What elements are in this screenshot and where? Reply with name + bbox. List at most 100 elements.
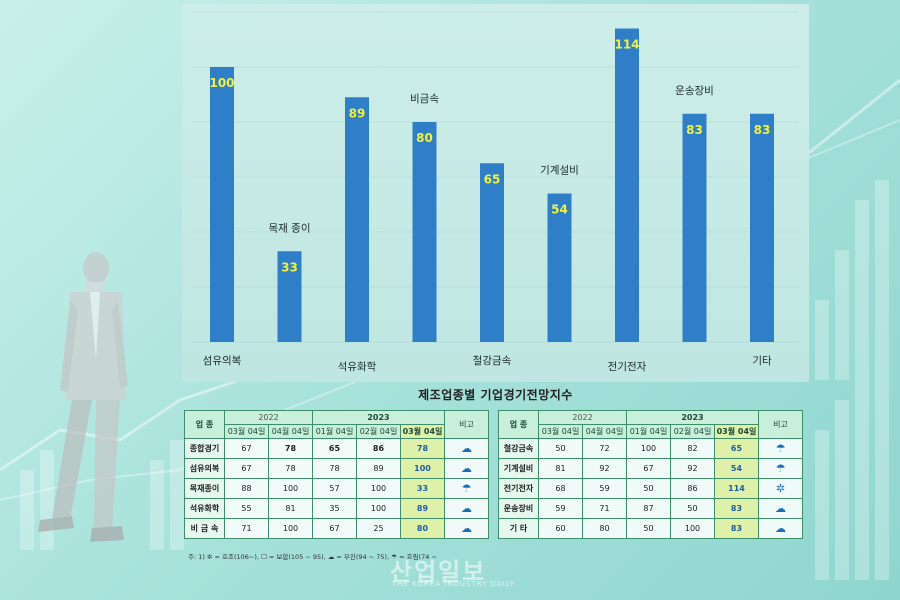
cloud-icon: ☁ (775, 502, 786, 515)
table-cell: 60 (538, 518, 583, 539)
table-cell: 100 (356, 478, 401, 499)
table-cell: 33 (400, 478, 445, 499)
index-table-left: 업 종 2022 2023 비고 03월 04일 04월 04일 01월 04일 02… (184, 410, 489, 539)
table-title: 제조업종별 기업경기전망지수 (418, 388, 573, 402)
table-cell: 50 (670, 498, 715, 519)
weather-icon-cell: ☂ (758, 438, 803, 459)
table-row: 목재종이 88 100 57 100 33 ☂ (184, 478, 489, 499)
row-category: 철강금속 (498, 438, 539, 459)
table-cell: 92 (670, 458, 715, 479)
table-cell: 59 (538, 498, 583, 519)
header-month: 01월 04일 (626, 424, 671, 439)
header-year-2022: 2022 (538, 410, 627, 425)
category-label: 기계설비 (540, 165, 579, 177)
header-category: 업 종 (498, 410, 539, 439)
table-cell: 59 (582, 478, 627, 499)
table-row: 전기전자 68 59 50 86 114 ✲ (498, 478, 803, 499)
bar (345, 97, 369, 342)
bar (210, 67, 234, 342)
umbrella-icon: ☂ (461, 482, 472, 495)
table-cell: 87 (626, 498, 671, 519)
umbrella-icon: ☂ (775, 442, 786, 455)
table-cell: 25 (356, 518, 401, 539)
header-year-2023: 2023 (312, 410, 445, 425)
watermark-logo: 산업일보 (390, 558, 487, 586)
table-cell: 71 (224, 518, 269, 539)
header-category: 업 종 (184, 410, 225, 439)
table-cell: 100 (670, 518, 715, 539)
bar-value-label: 100 (209, 76, 234, 90)
table-cell: 67 (626, 458, 671, 479)
header-month: 03월 04일 (714, 424, 759, 439)
header-remark: 비고 (758, 410, 803, 439)
row-category: 기계설비 (498, 458, 539, 479)
table-cell: 55 (224, 498, 269, 519)
bar-chart: 100 섬유의복 33 목재 종이 89 석유화학 80 비금속 65 철강금속 54 기계설비 114… (192, 11, 799, 373)
header-month: 01월 04일 (312, 424, 357, 439)
header-month: 04월 04일 (268, 424, 313, 439)
legend-note: 주: 1) ✲ = 호조(106~), ☐ = 보합(105 ~ 95), ☁ … (188, 553, 437, 561)
bar (750, 113, 774, 342)
table-cell: 67 (224, 438, 269, 459)
bar (615, 28, 639, 342)
weather-icon-cell: ✲ (758, 478, 803, 499)
table-cell: 78 (400, 438, 445, 459)
table-cell: 100 (268, 478, 313, 499)
category-label: 섬유의복 (203, 355, 242, 367)
category-label: 철강금속 (473, 355, 512, 367)
watermark-subtitle: THE KOREA INDUSTRY DAILY (392, 580, 516, 588)
table-cell: 80 (582, 518, 627, 539)
bar (682, 113, 707, 342)
table-cell: 89 (356, 458, 401, 479)
row-category: 석유화학 (184, 498, 225, 519)
category-label: 석유화학 (338, 361, 377, 373)
bar (547, 193, 572, 342)
weather-icon-cell: ☂ (444, 478, 489, 499)
row-category: 종합경기 (184, 438, 225, 459)
table-cell: 72 (582, 438, 627, 459)
table-cell: 65 (312, 438, 357, 459)
table-cell: 50 (626, 518, 671, 539)
row-category: 목재종이 (184, 478, 225, 499)
table-cell: 81 (538, 458, 583, 479)
table-cell: 35 (312, 498, 357, 519)
weather-icon-cell: ☁ (444, 498, 489, 519)
table-cell: 80 (400, 518, 445, 539)
weather-icon-cell: ☁ (758, 518, 803, 539)
row-category: 섬유의복 (184, 458, 225, 479)
category-label: 비금속 (410, 93, 439, 105)
table-row: 철강금속 50 72 100 82 65 ☂ (498, 438, 803, 459)
bar-value-label: 80 (416, 131, 433, 145)
table-cell: 57 (312, 478, 357, 499)
table-cell: 50 (626, 478, 671, 499)
bar-value-label: 89 (349, 106, 366, 120)
weather-icon-cell: ☁ (444, 438, 489, 459)
row-category: 전기전자 (498, 478, 539, 499)
table-cell: 71 (582, 498, 627, 519)
cloud-icon: ☁ (461, 442, 472, 455)
header-month: 03월 04일 (224, 424, 269, 439)
cloud-icon: ☁ (461, 462, 472, 475)
cloud-icon: ☁ (775, 522, 786, 535)
bar-value-label: 83 (686, 123, 703, 137)
table-cell: 100 (356, 498, 401, 519)
table-cell: 78 (268, 438, 313, 459)
sun-icon: ✲ (775, 482, 786, 495)
header-month: 03월 04일 (538, 424, 583, 439)
table-row: 기계설비 81 92 67 92 54 ☂ (498, 458, 803, 479)
table-cell: 54 (714, 458, 759, 479)
table-row: 섬유의복 67 78 78 89 100 ☁ (184, 458, 489, 479)
row-category: 운송장비 (498, 498, 539, 519)
table-row: 기 타 60 80 50 100 83 ☁ (498, 518, 803, 539)
table-cell: 100 (626, 438, 671, 459)
category-label: 운송장비 (675, 85, 714, 97)
header-month: 02월 04일 (356, 424, 401, 439)
bar-value-label: 65 (484, 172, 501, 186)
table-cell: 86 (670, 478, 715, 499)
weather-icon-cell: ☁ (444, 458, 489, 479)
table-row: 운송장비 59 71 87 50 83 ☁ (498, 498, 803, 519)
table-cell: 114 (714, 478, 759, 499)
weather-icon-cell: ☁ (758, 498, 803, 519)
table-cell: 88 (224, 478, 269, 499)
table-cell: 78 (268, 458, 313, 479)
